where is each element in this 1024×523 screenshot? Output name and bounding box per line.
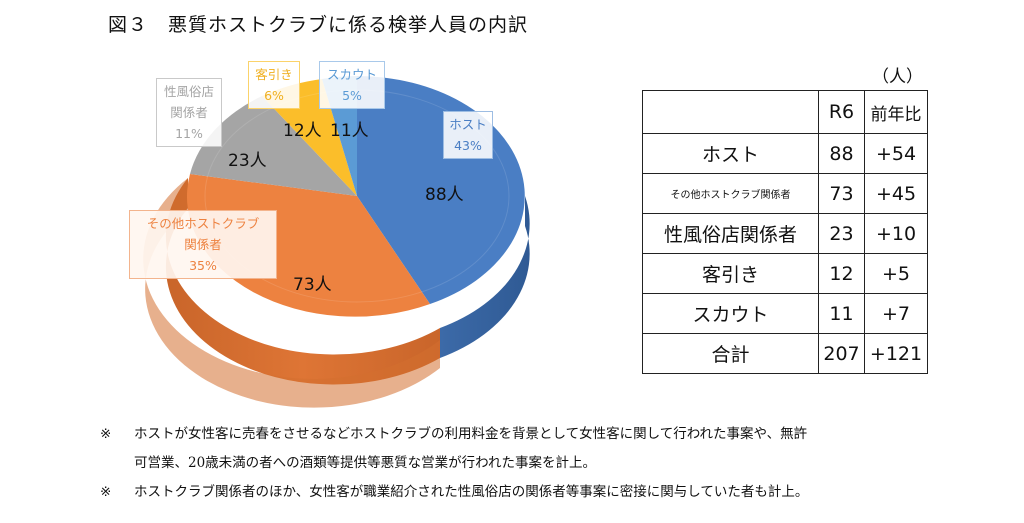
row-yoy: +10 — [864, 213, 928, 254]
row-r6: 73 — [818, 173, 865, 214]
callout-scouts-name: スカウト — [326, 67, 377, 82]
table-unit: （人） — [872, 67, 923, 87]
row-category: 合計 — [642, 333, 819, 374]
slice-scouts-count: 11人 — [330, 121, 369, 141]
pie-chart — [143, 76, 530, 408]
header-blank — [642, 90, 819, 134]
row-r6: 11 — [818, 293, 865, 334]
callout-host-name: ホスト — [449, 117, 487, 132]
row-r6: 88 — [818, 133, 865, 174]
table-row: スカウト 11 +7 — [642, 293, 928, 334]
table-header-row: R6 前年比 — [642, 90, 928, 134]
row-yoy: +121 — [864, 333, 928, 374]
row-yoy: +7 — [864, 293, 928, 334]
slice-other-hostclub — [186, 174, 430, 317]
footnote-1: ※ ホストが女性客に売春をさせるなどホストクラブの利用料金を背景として女性客に関し… — [100, 420, 808, 449]
row-yoy: +45 — [864, 173, 928, 214]
row-r6: 12 — [818, 253, 865, 294]
callout-sex-industry-name2: 関係者 — [170, 105, 208, 120]
pie-side-blue — [440, 196, 530, 358]
callout-touts-name: 客引き — [255, 67, 293, 82]
footnotes: ※ ホストが女性客に売春をさせるなどホストクラブの利用料金を背景として女性客に関し… — [100, 420, 808, 507]
callout-other-hostclub: その他ホストクラブ 関係者 35% — [129, 210, 277, 279]
row-category: 性風俗店関係者 — [642, 213, 819, 254]
callout-sex-industry-name1: 性風俗店 — [163, 84, 214, 99]
table-row: 性風俗店関係者 23 +10 — [642, 213, 928, 254]
figure-title: 図３ 悪質ホストクラブに係る検挙人員の内訳 — [108, 14, 529, 36]
pie-side-orange — [165, 178, 440, 385]
callout-scouts: スカウト 5% — [319, 61, 385, 109]
slice-host-count: 88人 — [425, 185, 464, 205]
footnote-2-line1: ホストクラブ関係者のほか、女性客が職業紹介された性風俗店の関係者等事案に密接に関… — [134, 484, 809, 500]
header-r6: R6 — [818, 90, 865, 134]
header-yoy: 前年比 — [864, 90, 928, 134]
row-category: 客引き — [642, 253, 819, 294]
footnote-mark: ※ — [100, 426, 112, 442]
data-table: R6 前年比 ホスト 88 +54 その他ホストクラブ関係者 73 +45 性風… — [642, 90, 928, 374]
footnote-mark: ※ — [100, 484, 112, 500]
row-yoy: +54 — [864, 133, 928, 174]
callout-sex-industry-pct: 11% — [175, 126, 203, 141]
callout-scouts-pct: 5% — [342, 88, 362, 103]
slice-other-hostclub-count: 73人 — [293, 275, 332, 295]
callout-host: ホスト 43% — [443, 111, 493, 159]
footnote-2: ※ ホストクラブ関係者のほか、女性客が職業紹介された性風俗店の関係者等事案に密接に… — [100, 478, 808, 507]
callout-other-hostclub-name2: 関係者 — [184, 237, 222, 252]
callout-sex-industry: 性風俗店 関係者 11% — [156, 78, 222, 147]
row-category: ホスト — [642, 133, 819, 174]
row-r6: 23 — [818, 213, 865, 254]
table-row: その他ホストクラブ関係者 73 +45 — [642, 173, 928, 214]
table-row: 客引き 12 +5 — [642, 253, 928, 294]
row-yoy: +5 — [864, 253, 928, 294]
table-row: ホスト 88 +54 — [642, 133, 928, 174]
callout-touts: 客引き 6% — [248, 61, 300, 109]
callout-other-hostclub-pct: 35% — [189, 258, 217, 273]
slice-touts-count: 12人 — [283, 121, 322, 141]
callout-host-pct: 43% — [454, 138, 482, 153]
callout-other-hostclub-name1: その他ホストクラブ — [146, 216, 260, 231]
table-total-row: 合計 207 +121 — [642, 333, 928, 374]
row-r6: 207 — [818, 333, 865, 374]
footnote-1-line2: 可営業、20歳未満の者への酒類等提供等悪質な営業が行われた事案を計上。 — [134, 455, 597, 471]
row-category: その他ホストクラブ関係者 — [642, 173, 819, 214]
footnote-1-line1: ホストが女性客に売春をさせるなどホストクラブの利用料金を背景として女性客に関して… — [134, 426, 808, 442]
slice-sex-industry — [190, 96, 357, 196]
slice-sex-industry-count: 23人 — [228, 151, 267, 171]
callout-touts-pct: 6% — [264, 88, 284, 103]
row-category: スカウト — [642, 293, 819, 334]
